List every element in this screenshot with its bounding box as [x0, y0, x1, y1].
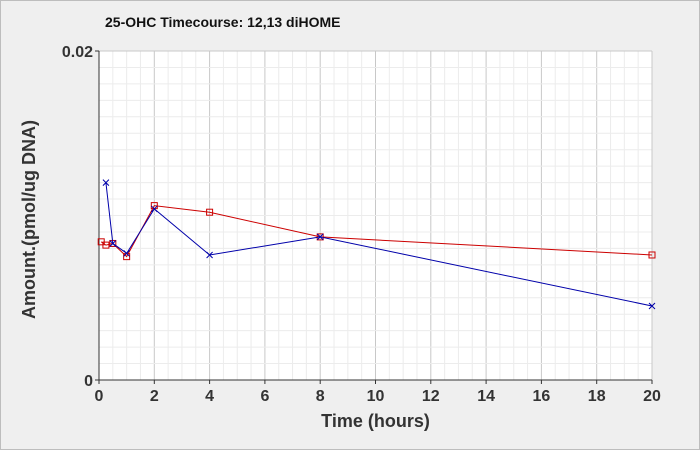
x-tick-label: 10: [367, 388, 385, 405]
x-tick-labels: 0 2 4 6 8 10 12 14 16 18 20: [95, 388, 661, 405]
x-tick-label: 2: [150, 388, 159, 405]
data-point-square: [102, 241, 110, 249]
x-tick-label: 18: [588, 388, 606, 405]
data-point-x: [206, 251, 213, 259]
series-2: [102, 179, 656, 310]
x-tick-label: 6: [260, 388, 269, 405]
x-tick-label: 4: [205, 388, 214, 405]
axes: [95, 50, 653, 384]
y-axis-label: Amount.(pmol/ug DNA): [19, 120, 39, 319]
x-tick-label: 8: [316, 388, 325, 405]
data-point-x: [150, 205, 158, 213]
data-point-x: [648, 302, 656, 310]
data-point-x: [123, 249, 131, 257]
y-tick-label: 0: [84, 373, 93, 390]
y-tick-label: 0.02: [62, 44, 93, 61]
data-point-x: [102, 179, 110, 186]
x-tick-label: 16: [533, 388, 551, 405]
x-tick-label: 0: [95, 388, 104, 405]
x-tick-label: 20: [643, 388, 661, 405]
chart-title: 25-OHC Timecourse: 12,13 diHOME: [105, 14, 340, 30]
y-tick-labels: 00.02: [62, 44, 93, 390]
data-point-square: [206, 208, 214, 216]
x-axis-label: Time (hours): [321, 411, 430, 431]
series-group: [97, 179, 656, 310]
gridlines: [98, 50, 653, 381]
data-point-square: [648, 251, 656, 259]
x-tick-label: 12: [422, 388, 440, 405]
data-point-x: [316, 233, 324, 241]
x-tick-label: 14: [477, 388, 495, 405]
data-point-x: [109, 240, 117, 247]
